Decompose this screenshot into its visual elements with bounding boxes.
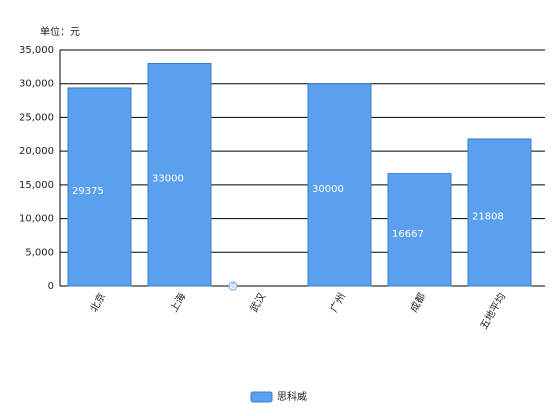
value-label: 29375 (72, 186, 104, 197)
bar (307, 83, 372, 287)
y-axis-label: 单位：元 (40, 25, 80, 38)
bar (228, 281, 238, 291)
x-tick-label: 上海 (167, 291, 188, 315)
y-tick-label: 15,000 (19, 180, 54, 191)
value-label: 16667 (392, 229, 424, 240)
y-tick-label: 0 (48, 281, 54, 292)
bar (67, 87, 132, 287)
x-tick-label: 北京 (87, 291, 108, 315)
y-tick-label: 20,000 (19, 146, 54, 157)
bar (387, 173, 452, 287)
x-tick-label: 武汉 (247, 291, 268, 315)
legend-swatch (250, 391, 273, 403)
y-tick-label: 5,000 (25, 247, 54, 258)
y-tick-label: 10,000 (19, 214, 54, 225)
value-label: 30000 (312, 184, 344, 195)
y-tick-label: 25,000 (19, 112, 54, 123)
bar (147, 62, 212, 287)
x-tick-label: 成都 (408, 291, 428, 314)
x-tick-label: 五地平均 (477, 291, 508, 332)
x-tick-label: 广州 (328, 291, 348, 314)
y-tick-label: 35,000 (19, 45, 54, 56)
bar (467, 138, 532, 287)
value-label: 21808 (472, 211, 504, 222)
value-label: 33000 (152, 174, 184, 185)
legend-label: 思科威 (277, 390, 307, 403)
y-tick-label: 30,000 (19, 79, 54, 90)
value-label: 0 (231, 283, 235, 290)
